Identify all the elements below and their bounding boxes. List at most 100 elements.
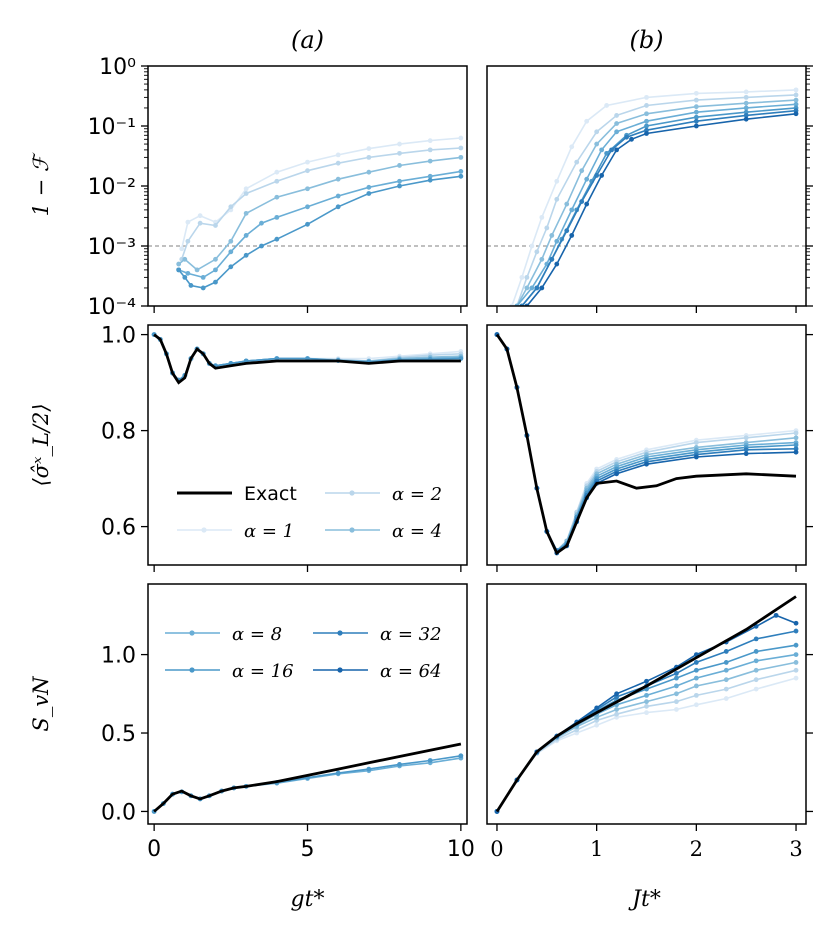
data-point-a-infidelity-4-3 [200, 285, 206, 291]
data-point-a-entropy-1-14 [397, 761, 402, 767]
series-line-b-infidelity-3 [516, 103, 797, 306]
data-point-a-infidelity-0-12 [458, 135, 464, 141]
series-line-b-magnetization-6 [496, 334, 797, 555]
data-point-b-infidelity-2-8 [644, 111, 649, 117]
data-point-a-infidelity-3-4 [228, 249, 234, 255]
data-point-a-infidelity-3-3 [213, 267, 218, 273]
data-point-b-infidelity-0-3 [539, 214, 545, 220]
data-point-a-infidelity-1-7 [305, 168, 310, 174]
data-point-b-infidelity-5-5 [594, 173, 600, 178]
data-point-a-infidelity-4-8 [274, 236, 280, 242]
data-point-b-infidelity-0-9 [693, 90, 699, 96]
legend-marker-middle-1 [349, 490, 355, 496]
data-point-a-infidelity-0-6 [274, 169, 280, 175]
data-point-b-infidelity-6-2 [554, 261, 560, 267]
data-point-b-infidelity-1-8 [644, 103, 649, 108]
plot-area-b-magnetization [494, 332, 799, 556]
data-point-b-infidelity-5-9 [693, 118, 699, 124]
data-point-a-infidelity-0-11 [427, 138, 433, 144]
data-point-b-infidelity-5-6 [609, 147, 615, 153]
data-point-a-infidelity-4-2 [188, 283, 194, 288]
data-point-a-infidelity-1-3 [213, 223, 218, 228]
data-point-b-entropy-4-12 [793, 642, 799, 648]
data-point-a-infidelity-0-0 [179, 246, 185, 252]
xtick-label-a-entropy-2: 10 [447, 837, 475, 862]
data-point-b-entropy-2-7 [644, 699, 649, 705]
data-point-a-infidelity-4-6 [243, 252, 249, 258]
data-point-a-infidelity-3-1 [185, 270, 191, 276]
data-point-b-infidelity-2-10 [743, 100, 749, 106]
ylabel-a-magnetization: ⟨σ̂ˣ_L/2⟩ [29, 403, 53, 486]
legend-marker-middle-3 [349, 527, 355, 533]
series-line-b-magnetization-2 [496, 334, 797, 552]
data-point-a-infidelity-1-1 [185, 238, 191, 244]
data-point-b-infidelity-0-10 [743, 89, 749, 95]
data-point-b-entropy-5-9 [693, 660, 699, 665]
series-line-b-entropy-4 [496, 644, 797, 812]
data-point-a-infidelity-2-0 [176, 261, 182, 267]
legend-label-bottom-3: α = 64 [380, 661, 442, 682]
data-point-b-infidelity-6-7 [629, 136, 634, 142]
data-point-b-infidelity-0-6 [584, 118, 590, 124]
data-point-b-infidelity-1-11 [793, 92, 799, 98]
legend-marker-bottom-2 [189, 667, 195, 673]
data-point-b-entropy-6-13 [793, 620, 799, 626]
data-point-b-entropy-2-12 [793, 660, 799, 665]
data-point-b-entropy-4-10 [723, 660, 729, 665]
data-point-b-infidelity-6-10 [743, 116, 749, 122]
legend-label-middle-1: α = 2 [392, 484, 442, 505]
data-point-b-infidelity-3-3 [554, 238, 560, 244]
data-point-a-infidelity-2-7 [305, 186, 310, 192]
data-point-b-entropy-0-12 [793, 675, 799, 681]
exact-line-a-magnetization [153, 333, 461, 385]
data-point-a-infidelity-4-10 [335, 204, 341, 210]
data-point-a-infidelity-1-5 [243, 191, 249, 196]
series-line-a-entropy-0 [153, 757, 462, 813]
data-point-b-infidelity-4-8 [644, 123, 649, 129]
axes-frame-b-magnetization [486, 324, 807, 566]
data-point-a-infidelity-4-9 [305, 221, 310, 227]
data-point-a-infidelity-1-6 [274, 178, 280, 184]
data-point-b-infidelity-1-4 [554, 196, 560, 202]
data-point-b-entropy-4-11 [753, 649, 759, 654]
xtick-label-b-entropy-2: 2 [690, 837, 703, 861]
data-point-a-infidelity-4-11 [366, 191, 372, 196]
data-point-b-infidelity-6-3 [569, 233, 575, 238]
data-point-b-infidelity-2-4 [564, 201, 570, 207]
data-point-b-entropy-1-7 [644, 703, 649, 709]
ytick-label-a-entropy-0: 1.0 [101, 644, 136, 669]
data-point-b-entropy-6-7 [644, 678, 649, 684]
data-point-b-infidelity-1-2 [534, 249, 540, 255]
data-point-b-infidelity-2-1 [524, 285, 530, 291]
data-point-a-infidelity-1-12 [458, 145, 464, 151]
plot-area-a-entropy [151, 742, 464, 814]
data-point-a-infidelity-4-4 [213, 279, 218, 285]
data-point-a-infidelity-2-3 [213, 256, 218, 262]
data-point-a-infidelity-2-12 [458, 154, 464, 160]
series-line-a-infidelity-0 [180, 137, 461, 249]
data-point-b-infidelity-5-1 [534, 285, 540, 291]
series-line-b-infidelity-1 [516, 94, 797, 306]
data-point-b-infidelity-6-9 [693, 123, 699, 129]
data-point-b-infidelity-0-4 [554, 178, 560, 184]
data-point-b-infidelity-3-11 [793, 101, 799, 107]
data-point-b-entropy-0-7 [644, 710, 649, 716]
data-point-b-infidelity-2-5 [579, 168, 585, 174]
data-point-b-infidelity-2-6 [594, 141, 600, 147]
data-point-b-infidelity-2-11 [793, 97, 799, 103]
data-point-b-infidelity-5-4 [579, 199, 585, 204]
data-point-b-entropy-6-12 [773, 612, 779, 618]
data-point-a-infidelity-2-2 [194, 267, 200, 273]
data-point-b-magnetization-1-15 [793, 430, 799, 436]
data-point-a-infidelity-3-11 [397, 178, 402, 184]
series-line-a-infidelity-2 [178, 156, 461, 271]
data-point-b-infidelity-6-6 [614, 147, 619, 153]
data-point-a-infidelity-4-5 [228, 264, 234, 270]
data-point-b-infidelity-0-7 [604, 103, 610, 108]
ytick-label-a-infidelity-3: 10⁻³ [88, 235, 136, 260]
xtick-label-a-entropy-1: 5 [301, 837, 315, 862]
xtick-label-b-entropy-1: 1 [590, 837, 603, 861]
data-point-a-infidelity-0-8 [335, 152, 341, 158]
ytick-label-a-infidelity-2: 10⁻² [88, 175, 136, 200]
